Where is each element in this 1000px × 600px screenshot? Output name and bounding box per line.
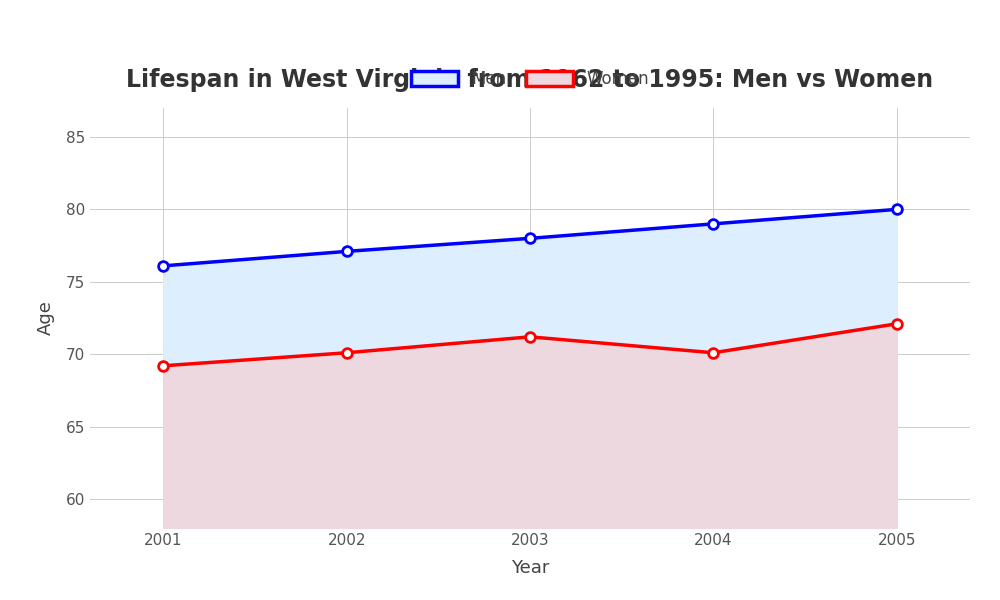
Y-axis label: Age: Age: [37, 301, 55, 335]
Legend: Men, Women: Men, Women: [403, 62, 657, 97]
Title: Lifespan in West Virginia from 1962 to 1995: Men vs Women: Lifespan in West Virginia from 1962 to 1…: [126, 68, 934, 92]
X-axis label: Year: Year: [511, 559, 549, 577]
